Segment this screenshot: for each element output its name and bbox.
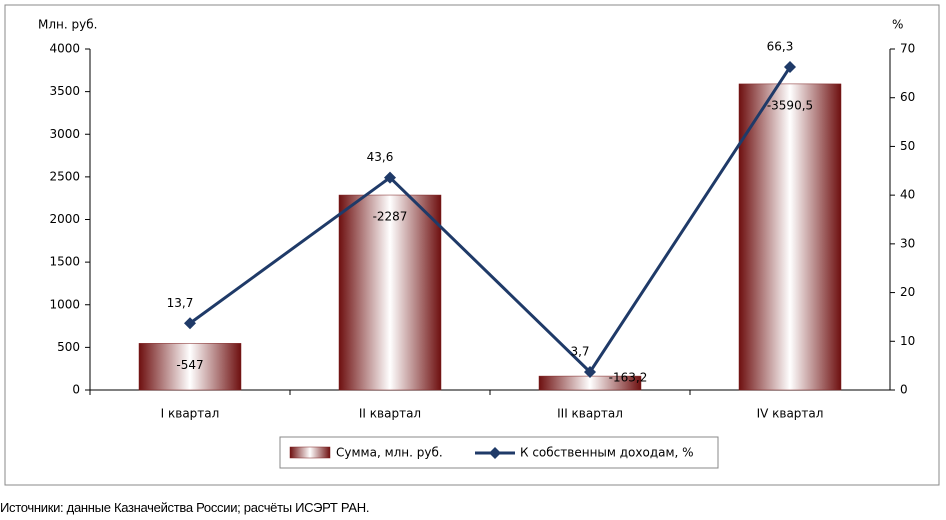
y2-tick-label: 70 [900, 42, 915, 56]
legend-swatch [289, 446, 331, 459]
bar [738, 83, 842, 391]
y-axis-label: Млн. руб. [38, 18, 97, 32]
y2-tick-label: 30 [900, 236, 915, 250]
line-value-label: 66,3 [767, 40, 794, 54]
y-tick-label: 2500 [49, 169, 80, 183]
x-tick-label: III квартал [557, 407, 623, 421]
y-tick-label: 1500 [49, 255, 80, 269]
bar-value-label: -547 [176, 358, 203, 372]
legend-label: Сумма, млн. руб. [336, 446, 443, 460]
y2-tick-label: 20 [900, 285, 915, 299]
bar [138, 343, 242, 391]
x-tick-label: I квартал [161, 407, 220, 421]
y2-tick-label: 40 [900, 188, 915, 202]
chart: Млн. руб. % 0500100015002000250030003500… [4, 4, 940, 486]
y2-tick-label: 50 [900, 139, 915, 153]
y-tick-label: 2000 [49, 212, 80, 226]
line [189, 66, 792, 375]
marker [184, 317, 196, 330]
y-tick-label: 500 [57, 340, 80, 354]
y2-tick-label: 60 [900, 90, 915, 104]
y2-axis-label: % [892, 18, 903, 32]
x-tick-label: II квартал [359, 407, 421, 421]
line-value-label: 13,7 [167, 296, 194, 310]
marker [584, 365, 596, 378]
legend-marker [489, 447, 501, 459]
marker [784, 61, 796, 74]
y2-tick-label: 10 [900, 334, 915, 348]
line-value-label: 43,6 [367, 150, 394, 164]
y-tick-label: 4000 [49, 42, 80, 56]
y-tick-label: 0 [72, 383, 80, 397]
y-tick-label: 3500 [49, 84, 80, 98]
y-tick-label: 3000 [49, 127, 80, 141]
y2-tick-label: 0 [900, 383, 908, 397]
source-note: Источники: данные Казначейства России; р… [0, 500, 370, 515]
y-tick-label: 1000 [49, 297, 80, 311]
line-value-label: 3,7 [570, 344, 589, 358]
x-tick-label: IV квартал [757, 407, 824, 421]
legend-label: К собственным доходам, % [520, 446, 694, 460]
bar [338, 194, 442, 391]
marker [384, 171, 396, 184]
bar-value-label: -2287 [373, 210, 408, 224]
bar-value-label: -163,2 [609, 371, 648, 385]
bar-value-label: -3590,5 [767, 98, 813, 112]
